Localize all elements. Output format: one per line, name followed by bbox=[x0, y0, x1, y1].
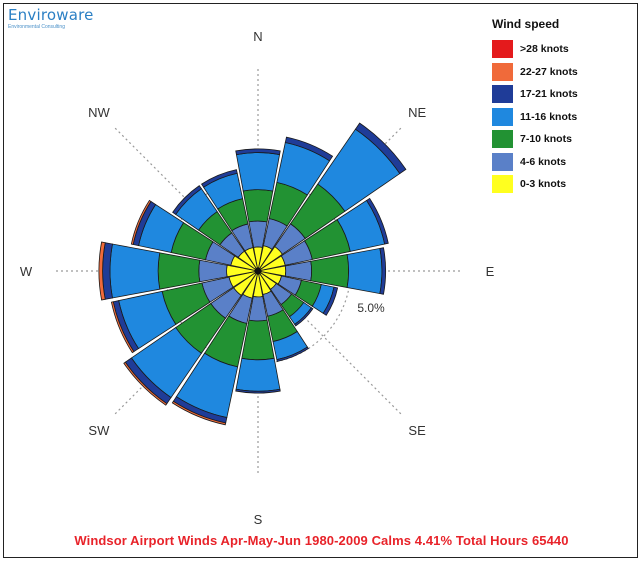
legend-swatch bbox=[492, 175, 513, 194]
petal-segment bbox=[322, 286, 339, 316]
legend-label: 7-10 knots bbox=[520, 133, 572, 146]
legend: Wind speed >28 knots 22-27 knots 17-21 kno… bbox=[492, 17, 578, 196]
petal-segment bbox=[235, 152, 281, 192]
compass-label: N bbox=[253, 29, 262, 44]
legend-swatch bbox=[492, 107, 513, 126]
legend-swatch bbox=[492, 62, 513, 81]
petal-segment bbox=[366, 197, 389, 245]
enviroware-logo: Enviroware Environmental Consulting bbox=[8, 6, 94, 30]
petal-segment bbox=[130, 199, 152, 245]
legend-label: 11-16 knots bbox=[520, 110, 578, 123]
legend-swatch bbox=[492, 85, 513, 104]
petal-segment bbox=[235, 388, 281, 394]
legend-item: >28 knots bbox=[492, 38, 578, 61]
legend-label: 0-3 knots bbox=[520, 178, 567, 191]
compass-label: S bbox=[254, 512, 263, 527]
petal-segment bbox=[98, 241, 106, 301]
legend-swatch bbox=[492, 130, 513, 149]
petal-segment bbox=[294, 307, 314, 327]
petal-segment bbox=[276, 346, 309, 362]
legend-swatch bbox=[492, 152, 513, 171]
legend-item: 22-27 knots bbox=[492, 61, 578, 84]
legend-item: 11-16 knots bbox=[492, 106, 578, 129]
legend-title: Wind speed bbox=[492, 17, 560, 31]
petal-segment bbox=[379, 247, 386, 295]
center-point bbox=[254, 267, 262, 275]
logo-name: Enviroware bbox=[8, 6, 94, 24]
petal-segment bbox=[171, 400, 227, 426]
petal-segment bbox=[235, 148, 281, 156]
petal-segment bbox=[172, 185, 202, 215]
legend-item: 7-10 knots bbox=[492, 128, 578, 151]
compass-label: E bbox=[486, 264, 495, 279]
compass-label: W bbox=[20, 264, 33, 279]
grid-spoke bbox=[257, 270, 404, 417]
label-layer: N NE E SE S SW W NW 5.0% bbox=[20, 29, 495, 527]
grid-spoke bbox=[112, 270, 259, 417]
legend-item: 17-21 knots bbox=[492, 83, 578, 106]
petal-layer bbox=[98, 122, 407, 426]
chart-caption: Windsor Airport Winds Apr-May-Jun 1980-2… bbox=[74, 533, 569, 548]
legend-swatch bbox=[492, 40, 513, 59]
petal-segment bbox=[242, 189, 274, 223]
petal-segment bbox=[123, 361, 168, 406]
legend-label: 22-27 knots bbox=[520, 65, 578, 78]
compass-label: NW bbox=[88, 105, 110, 120]
legend-rows: >28 knots 22-27 knots 17-21 knots 11-16 kno… bbox=[492, 38, 578, 196]
logo-subtitle: Environmental Consulting bbox=[8, 24, 65, 30]
legend-label: 17-21 knots bbox=[520, 88, 578, 101]
compass-label: SW bbox=[88, 423, 110, 438]
petal-segment bbox=[354, 122, 407, 175]
petal-segment bbox=[310, 254, 349, 288]
petal-segment bbox=[109, 243, 161, 299]
legend-item: 4-6 knots bbox=[492, 151, 578, 174]
legend-label: >28 knots bbox=[520, 43, 569, 56]
petal-segment bbox=[201, 169, 238, 188]
petal-segment bbox=[235, 357, 281, 392]
grid-spoke bbox=[112, 125, 259, 272]
petal-segment bbox=[157, 252, 201, 290]
petal-segment bbox=[110, 301, 135, 354]
petal-segment bbox=[284, 136, 334, 162]
compass-label: NE bbox=[408, 105, 426, 120]
ring-label: 5.0% bbox=[357, 301, 385, 315]
legend-label: 4-6 knots bbox=[520, 155, 567, 168]
legend-item: 0-3 knots bbox=[492, 173, 578, 196]
compass-label: SE bbox=[408, 423, 426, 438]
petal-segment bbox=[346, 247, 383, 295]
